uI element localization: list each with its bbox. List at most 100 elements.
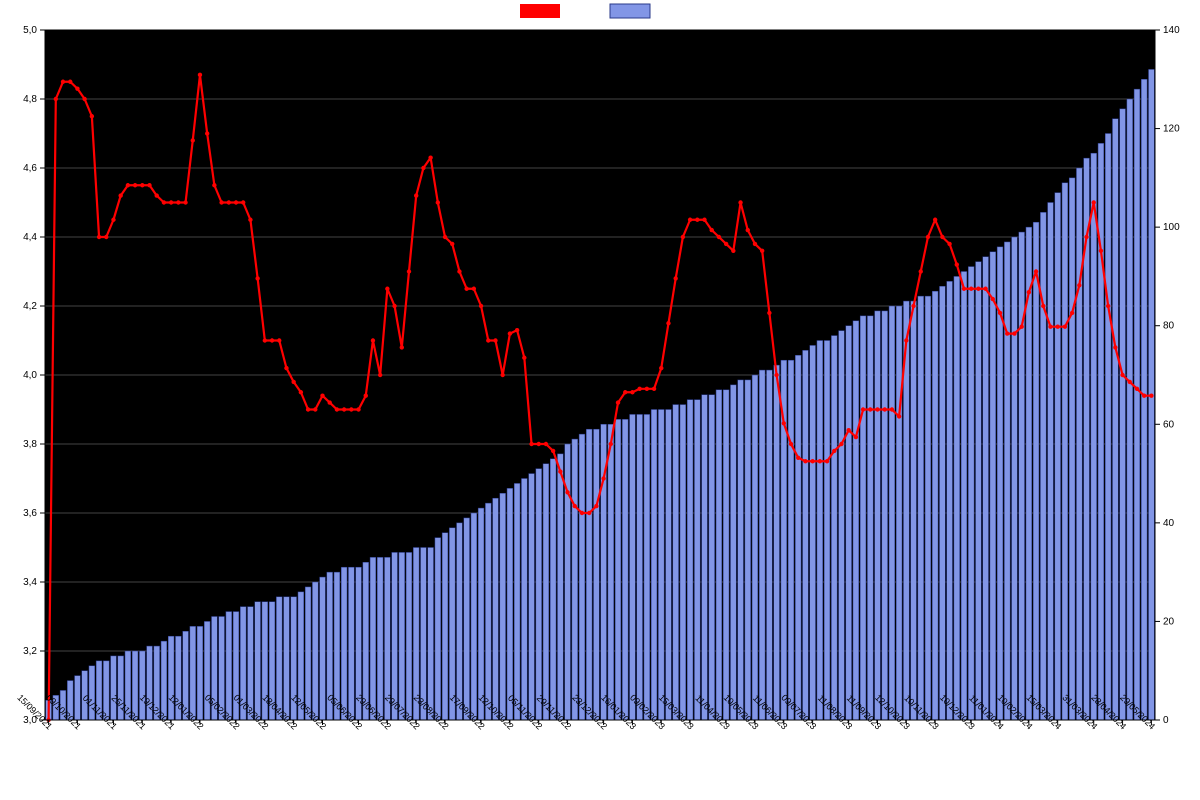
bar: [738, 380, 744, 720]
bar: [399, 552, 405, 720]
line-marker: [1027, 290, 1031, 294]
bar: [543, 464, 549, 720]
line-marker: [140, 183, 144, 187]
line-marker: [356, 407, 360, 411]
bar: [464, 518, 470, 720]
line-marker: [962, 287, 966, 291]
ytick-label-left: 4,6: [23, 163, 37, 174]
bar: [457, 523, 463, 720]
bar: [1091, 153, 1097, 720]
bar: [651, 410, 657, 721]
bar: [976, 262, 982, 720]
line-marker: [472, 287, 476, 291]
line-marker: [724, 242, 728, 246]
ytick-label-left: 4,2: [23, 301, 37, 312]
line-marker: [176, 200, 180, 204]
line-marker: [342, 407, 346, 411]
bar: [745, 380, 751, 720]
bar: [348, 567, 354, 720]
line-marker: [147, 183, 151, 187]
line-marker: [537, 442, 541, 446]
line-marker: [1048, 325, 1052, 329]
line-marker: [955, 262, 959, 266]
line-marker: [681, 235, 685, 239]
ytick-label-right: 60: [1163, 419, 1175, 430]
ytick-label-left: 4,4: [23, 232, 37, 243]
bar: [687, 400, 693, 720]
line-marker: [205, 131, 209, 135]
line-marker: [983, 287, 987, 291]
line-marker: [616, 400, 620, 404]
line-marker: [594, 504, 598, 508]
line-marker: [500, 373, 504, 377]
line-marker: [825, 459, 829, 463]
bar: [442, 533, 448, 720]
legend-swatch-line: [520, 4, 560, 18]
bar: [983, 257, 989, 720]
line-marker: [1120, 373, 1124, 377]
line-marker: [998, 311, 1002, 315]
line-marker: [565, 490, 569, 494]
bar: [867, 316, 873, 720]
line-marker: [652, 387, 656, 391]
line-marker: [1135, 387, 1139, 391]
bar: [579, 434, 585, 720]
bar: [896, 306, 902, 720]
bar: [75, 676, 81, 720]
line-marker: [782, 421, 786, 425]
bar: [932, 291, 938, 720]
line-marker: [284, 366, 288, 370]
line-marker: [1106, 304, 1110, 308]
line-marker: [263, 338, 267, 342]
bar: [680, 405, 686, 720]
bar: [947, 281, 953, 720]
line-marker: [1092, 200, 1096, 204]
line-marker: [796, 456, 800, 460]
bar: [594, 429, 600, 720]
bar: [846, 326, 852, 720]
bar: [608, 424, 614, 720]
bar: [139, 651, 145, 720]
line-marker: [183, 200, 187, 204]
line-marker: [890, 407, 894, 411]
bar: [860, 316, 866, 720]
line-marker: [162, 200, 166, 204]
bar: [968, 267, 974, 720]
ytick-label-left: 5,0: [23, 25, 37, 36]
line-marker: [378, 373, 382, 377]
line-marker: [169, 200, 173, 204]
bar: [716, 390, 722, 720]
ytick-label-right: 140: [1163, 25, 1180, 36]
line-marker: [111, 218, 115, 222]
bar: [961, 272, 967, 721]
bar: [853, 321, 859, 720]
line-marker: [969, 287, 973, 291]
chart-container: 3,03,23,43,63,84,04,24,44,64,85,00204060…: [0, 0, 1200, 800]
bar: [1040, 212, 1046, 720]
line-marker: [68, 80, 72, 84]
ytick-label-left: 4,8: [23, 94, 37, 105]
line-marker: [407, 269, 411, 273]
line-marker: [976, 287, 980, 291]
bar: [493, 498, 499, 720]
line-marker: [666, 321, 670, 325]
bar: [1069, 178, 1075, 720]
line-marker: [789, 442, 793, 446]
bar: [658, 410, 664, 721]
line-marker: [306, 407, 310, 411]
line-marker: [515, 328, 519, 332]
bar: [1120, 109, 1126, 720]
bar: [622, 419, 628, 720]
bar: [197, 626, 203, 720]
bar: [925, 296, 931, 720]
bar: [911, 301, 917, 720]
legend-swatch-bar: [610, 4, 650, 18]
line-marker: [61, 80, 65, 84]
line-marker: [529, 442, 533, 446]
bar: [550, 459, 556, 720]
bar: [1004, 242, 1010, 720]
bar: [803, 350, 809, 720]
line-marker: [443, 235, 447, 239]
line-marker: [623, 390, 627, 394]
bar: [226, 612, 232, 720]
